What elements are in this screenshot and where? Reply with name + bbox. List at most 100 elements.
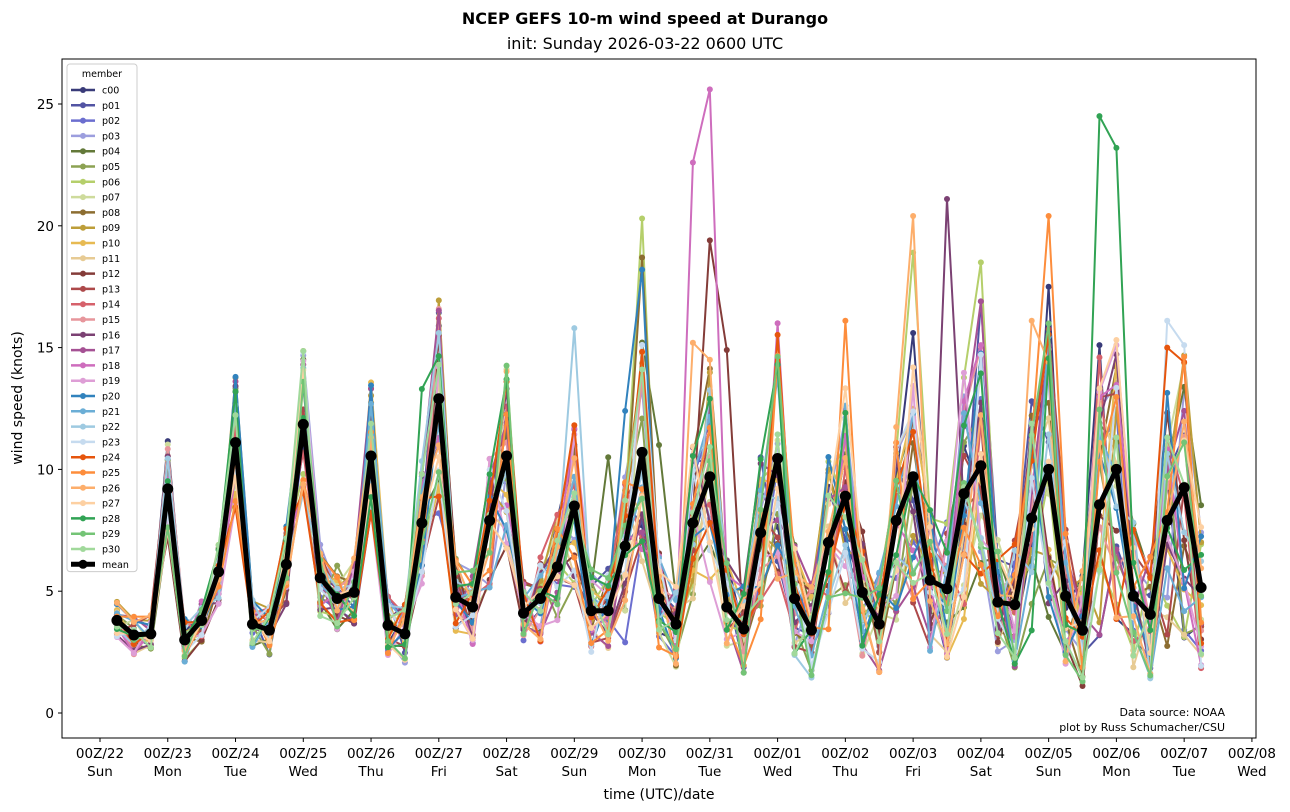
point-p23 — [977, 351, 984, 358]
point-p15 — [164, 445, 171, 452]
x-tick-label-day: Tue — [697, 764, 721, 780]
point-p26 — [808, 584, 815, 591]
point-p26 — [351, 555, 358, 562]
point-mean — [602, 605, 614, 617]
x-tick-label-day: Wed — [1237, 764, 1266, 780]
point-p27 — [1096, 385, 1103, 392]
point-p29 — [435, 469, 442, 476]
point-p29 — [1113, 569, 1120, 576]
point-p26 — [300, 481, 307, 488]
point-p30 — [249, 639, 256, 646]
point-p23 — [503, 508, 510, 515]
legend-label: p24 — [102, 453, 120, 464]
legend-item-p12: p12 — [71, 269, 120, 280]
point-p28 — [740, 590, 747, 597]
point-mean — [992, 596, 1004, 608]
legend-item-p19: p19 — [71, 376, 120, 387]
point-mean — [551, 561, 563, 573]
point-p27 — [672, 583, 679, 590]
point-mean — [755, 527, 767, 539]
legend-label: p16 — [102, 330, 120, 341]
point-mean — [534, 593, 546, 605]
point-p19 — [893, 592, 900, 599]
point-p28 — [977, 370, 984, 377]
point-p26 — [689, 339, 696, 346]
legend-marker — [80, 546, 86, 552]
point-p05 — [266, 651, 273, 658]
legend-item-p13: p13 — [71, 284, 120, 295]
legend-item-p02: p02 — [71, 116, 120, 127]
point-p25 — [1198, 619, 1205, 626]
point-p17 — [639, 529, 646, 536]
point-p10 — [452, 627, 459, 634]
point-mean — [721, 601, 733, 613]
legend-marker — [80, 87, 86, 93]
point-p26 — [977, 412, 984, 419]
point-p03 — [1164, 594, 1171, 601]
point-p25 — [960, 524, 967, 531]
point-p19 — [554, 617, 561, 624]
point-p08 — [639, 254, 646, 261]
point-p28 — [639, 538, 646, 545]
chart-title: NCEP GEFS 10-m wind speed at Durango — [461, 9, 829, 28]
point-mean — [1043, 463, 1055, 475]
point-p26 — [605, 637, 612, 644]
point-mean — [873, 618, 885, 630]
legend-label: p28 — [102, 514, 120, 525]
y-tick-label: 15 — [37, 341, 54, 357]
point-p30 — [368, 420, 375, 427]
point-p25 — [334, 574, 341, 581]
point-p27 — [622, 571, 629, 578]
point-p01 — [1028, 398, 1035, 405]
legend-marker — [80, 102, 86, 109]
point-p28 — [384, 644, 391, 651]
point-p29 — [825, 594, 832, 601]
point-p24 — [774, 331, 781, 338]
point-p27 — [266, 638, 273, 645]
point-p22 — [1045, 431, 1052, 438]
credit-source: Data source: NOAA — [1119, 706, 1225, 719]
point-p21 — [927, 647, 934, 654]
point-p30 — [1113, 434, 1120, 441]
point-p24 — [1147, 575, 1154, 582]
legend-label: p03 — [102, 131, 120, 142]
point-p30 — [554, 537, 561, 544]
point-p25 — [266, 642, 273, 649]
point-p07 — [622, 607, 629, 614]
point-p17 — [977, 298, 984, 305]
y-tick-label: 5 — [45, 584, 54, 600]
point-p30 — [537, 608, 544, 615]
point-mean — [907, 471, 919, 483]
legend-label: p22 — [102, 422, 120, 433]
point-p29 — [181, 653, 188, 660]
point-p27 — [977, 451, 984, 458]
point-p26 — [672, 660, 679, 667]
point-mean — [348, 586, 360, 598]
point-p24 — [1011, 541, 1018, 548]
point-p28 — [689, 453, 696, 460]
legend-label: p30 — [102, 545, 120, 556]
point-p27 — [452, 606, 459, 613]
point-p25 — [994, 613, 1001, 620]
point-p28 — [1181, 567, 1188, 574]
point-p29 — [672, 646, 679, 653]
legend-item-p04: p04 — [71, 147, 120, 158]
legend-marker — [80, 117, 86, 124]
point-p28 — [842, 409, 849, 416]
point-mean — [162, 483, 174, 495]
x-tick-label-day: Wed — [289, 764, 318, 780]
point-p20 — [1164, 389, 1171, 396]
x-tick-label-time: 00Z/03 — [889, 746, 937, 762]
legend-label: p25 — [102, 468, 120, 479]
point-p29 — [1181, 439, 1188, 446]
point-p13 — [960, 452, 967, 459]
legend-label: p12 — [102, 269, 120, 280]
point-p20 — [622, 407, 629, 414]
y-tick-label: 20 — [37, 219, 54, 235]
point-p26 — [706, 356, 713, 363]
point-p22 — [334, 585, 341, 592]
point-p14 — [1096, 354, 1103, 361]
point-p10 — [503, 491, 510, 498]
point-p19 — [960, 369, 967, 376]
legend-label: p02 — [102, 116, 120, 127]
